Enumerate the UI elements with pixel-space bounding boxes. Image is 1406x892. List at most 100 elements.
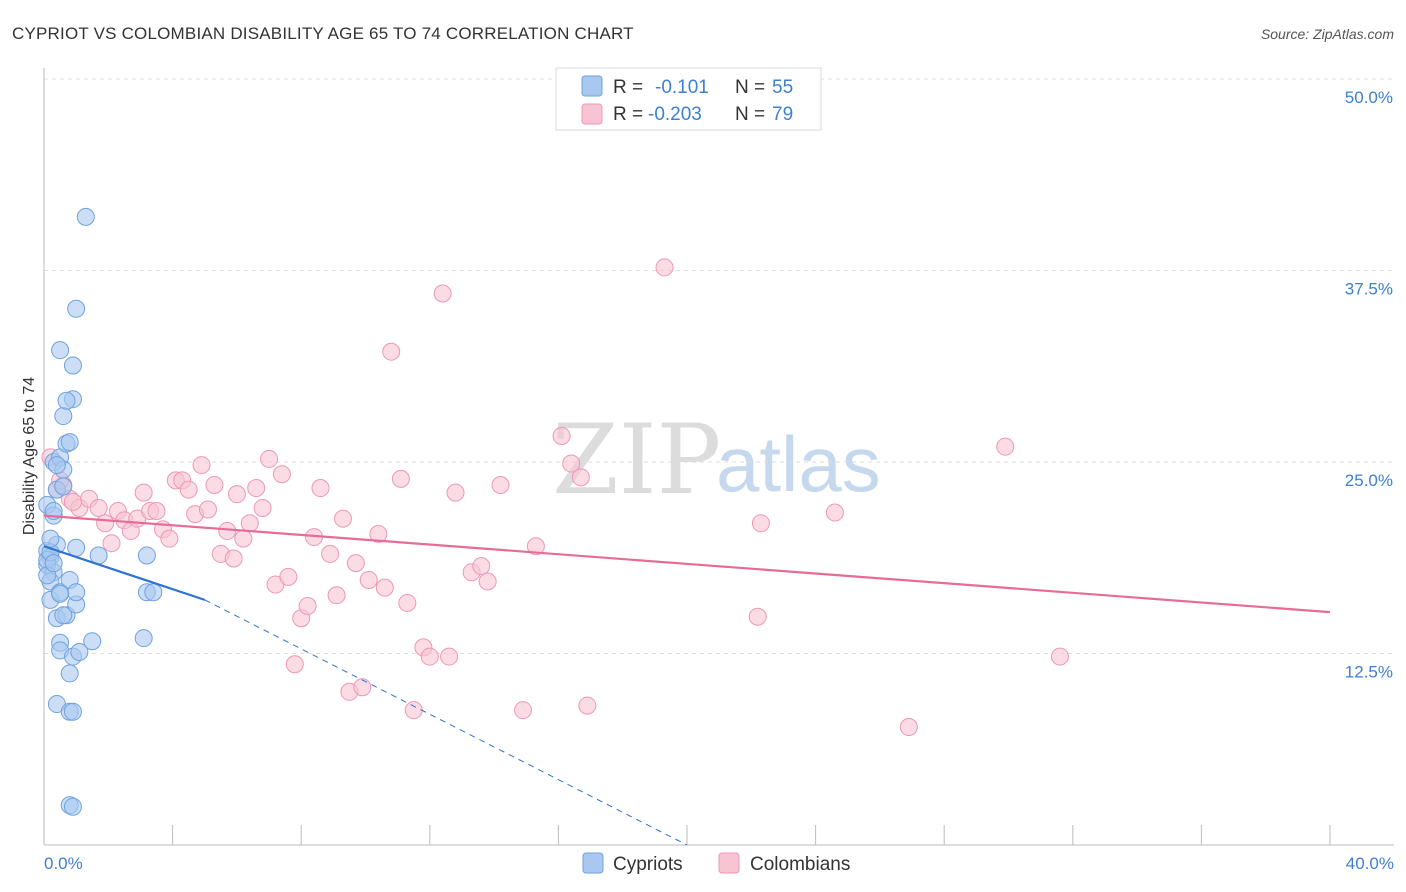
watermark-atlas: atlas (716, 420, 881, 508)
watermark-zip: ZIP (552, 404, 721, 516)
cypriots-point-20 (76, 207, 95, 226)
colombians-point-20 (179, 480, 198, 499)
cypriots-point-31 (70, 642, 89, 661)
cypriots-point-53 (51, 584, 70, 603)
colombians-point-26 (218, 521, 237, 540)
y-tick-label-0: 12.5% (1345, 663, 1393, 682)
colombians-point-71 (748, 607, 767, 626)
chart-source: Source: ZipAtlas.com (1261, 26, 1394, 42)
colombians-point-17 (160, 529, 179, 548)
trend-lines (43, 514, 1331, 846)
legend-n-value-2: 79 (772, 104, 793, 125)
colombians-point-47 (353, 678, 372, 697)
colombians-point-66 (552, 426, 571, 445)
colombians-point-39 (298, 597, 317, 616)
y-tick-label-3: 50.0% (1345, 88, 1393, 107)
colombians-point-48 (359, 570, 378, 589)
colombians-point-78 (63, 492, 82, 511)
watermark: ZIP atlas (552, 404, 881, 516)
cypriots-point-52 (47, 456, 66, 475)
bottom-legend-swatch-colombians (718, 852, 740, 874)
legend-n-label-1: N = (735, 77, 765, 98)
legend-n-value-1: 55 (772, 77, 793, 98)
colombians-point-69 (578, 696, 597, 715)
cypriots-point-17 (63, 356, 82, 375)
cypriots-point-19 (67, 299, 86, 318)
colombians-point-35 (272, 465, 291, 484)
cypriots-point-49 (41, 529, 60, 548)
colombians-point-46 (346, 554, 365, 573)
cypriots-point-48 (44, 554, 63, 573)
colombians-point-58 (440, 647, 459, 666)
bottom-legend-cypriots: Cypriots (613, 854, 683, 875)
colombians-point-68 (571, 468, 590, 487)
y-tick-labels: 12.5% 25.0% 37.5% 50.0% (1345, 88, 1393, 682)
cypriots-trend-extension (204, 599, 688, 846)
colombians-point-63 (491, 475, 510, 494)
cypriots-point-13 (60, 433, 79, 452)
cypriots-point-38 (63, 702, 82, 721)
colombians-point-50 (375, 578, 394, 597)
colombians-point-65 (526, 537, 545, 556)
colombians-point-29 (234, 529, 253, 548)
cypriots-trend-line (43, 545, 206, 601)
colombians-point-28 (227, 485, 246, 504)
legend-r-label-1: R = (613, 77, 643, 98)
colombians-point-32 (253, 498, 272, 517)
cypriots-point-51 (54, 477, 73, 496)
legend-swatch-cypriots (581, 75, 603, 97)
colombians-point-22 (192, 456, 211, 475)
colombians-point-62 (478, 572, 497, 591)
cypriots-point-40 (63, 797, 82, 816)
cypriots-point-27 (67, 583, 86, 602)
legend-r-value-1: -0.101 (655, 77, 709, 98)
colombians-point-13 (134, 483, 153, 502)
colombians-point-64 (514, 701, 533, 720)
colombians-point-41 (311, 479, 330, 498)
colombians-point-30 (240, 514, 259, 533)
y-tick-label-1: 25.0% (1345, 471, 1393, 490)
bottom-legend-swatch-cypriots (582, 852, 604, 874)
cypriots-point-44 (137, 546, 156, 565)
colombians-point-7 (96, 514, 115, 533)
legend-r-value-2: -0.203 (648, 104, 702, 125)
colombians-trend-line (43, 514, 1331, 614)
colombians-point-59 (446, 483, 465, 502)
chart-title: CYPRIOT VS COLOMBIAN DISABILITY AGE 65 T… (12, 24, 634, 43)
colombians-point-6 (89, 498, 108, 517)
colombians-point-49 (369, 525, 388, 544)
colombians-point-15 (147, 502, 166, 521)
colombians-point-70 (655, 258, 674, 277)
cypriots-point-14 (54, 407, 73, 426)
colombians-point-31 (247, 479, 266, 498)
colombians-point-75 (996, 437, 1015, 456)
y-axis-title: Disability Age 65 to 74 (21, 377, 38, 535)
legend-r-label-2: R = (613, 104, 643, 125)
bottom-legend-colombians: Colombians (750, 854, 850, 875)
cypriots-point-54 (54, 606, 73, 625)
colombians-point-27 (224, 549, 243, 568)
colombians-point-72 (751, 514, 770, 533)
colombians-point-56 (420, 647, 439, 666)
legend-n-label-2: N = (735, 104, 765, 125)
colombians-point-44 (333, 509, 352, 528)
x-tick-label-max: 40.0% (1346, 854, 1394, 873)
cypriots-point-18 (51, 341, 70, 360)
colombians-point-33 (260, 449, 279, 468)
colombians-point-61 (472, 557, 491, 576)
colombians-point-42 (321, 544, 340, 563)
cypriots-point-32 (83, 632, 102, 651)
x-tick-label-min: 0.0% (44, 854, 83, 873)
colombians-point-67 (562, 454, 581, 473)
cypriots-point-43 (134, 629, 153, 648)
colombians-point-43 (327, 586, 346, 605)
cypriots-point-35 (60, 664, 79, 683)
legend-box: R = -0.101 N = 55 R = -0.203 N = 79 (555, 67, 822, 131)
colombians-point-37 (285, 655, 304, 674)
colombians-point-53 (398, 593, 417, 612)
colombians-point-54 (404, 701, 423, 720)
colombians-point-36 (279, 567, 298, 586)
bottom-legend: Cypriots Colombians (582, 852, 850, 875)
colombians-point-74 (899, 718, 918, 737)
